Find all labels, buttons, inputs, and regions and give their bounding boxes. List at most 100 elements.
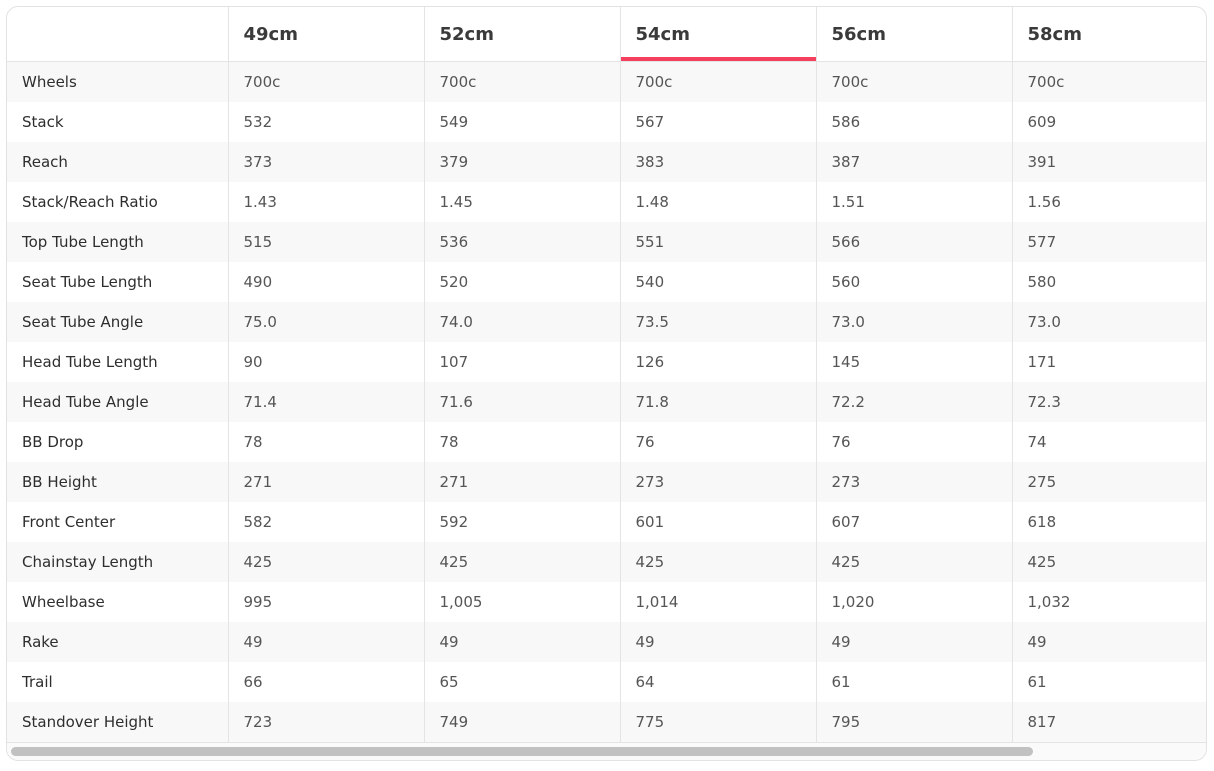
scrollbar-thumb[interactable] xyxy=(11,747,1033,756)
row-label: Wheelbase xyxy=(7,582,229,622)
value-cell: 540 xyxy=(620,262,817,302)
row-label: Top Tube Length xyxy=(7,222,229,262)
value-cell: 78 xyxy=(424,422,621,462)
value-cell: 383 xyxy=(620,142,817,182)
value-cell: 49 xyxy=(620,622,817,662)
value-cell: 145 xyxy=(816,342,1013,382)
value-cell: 275 xyxy=(1012,462,1206,502)
value-cell: 73.0 xyxy=(1012,302,1206,342)
value-cell: 582 xyxy=(228,502,425,542)
table-row: Chainstay Length 425 425 425 425 425 xyxy=(7,542,1206,582)
value-cell: 425 xyxy=(1012,542,1206,582)
value-cell: 90 xyxy=(228,342,425,382)
value-cell: 273 xyxy=(816,462,1013,502)
value-cell: 61 xyxy=(1012,662,1206,702)
table-row: Trail 66 65 64 61 61 xyxy=(7,662,1206,702)
value-cell: 74 xyxy=(1012,422,1206,462)
value-cell: 601 xyxy=(620,502,817,542)
value-cell: 72.2 xyxy=(816,382,1013,422)
value-cell: 425 xyxy=(816,542,1013,582)
size-header-54cm[interactable]: 54cm xyxy=(620,7,817,62)
value-cell: 73.5 xyxy=(620,302,817,342)
value-cell: 700c xyxy=(620,61,817,102)
value-cell: 387 xyxy=(816,142,1013,182)
size-header-56cm[interactable]: 56cm xyxy=(816,7,1013,62)
value-cell: 271 xyxy=(228,462,425,502)
value-cell: 71.6 xyxy=(424,382,621,422)
value-cell: 795 xyxy=(816,702,1013,742)
row-label: Stack xyxy=(7,102,229,142)
value-cell: 1.45 xyxy=(424,182,621,222)
value-cell: 551 xyxy=(620,222,817,262)
value-cell: 995 xyxy=(228,582,425,622)
value-cell: 425 xyxy=(424,542,621,582)
value-cell: 592 xyxy=(424,502,621,542)
value-cell: 520 xyxy=(424,262,621,302)
value-cell: 71.4 xyxy=(228,382,425,422)
table-row: Rake 49 49 49 49 49 xyxy=(7,622,1206,662)
value-cell: 490 xyxy=(228,262,425,302)
row-label: BB Drop xyxy=(7,422,229,462)
value-cell: 1,020 xyxy=(816,582,1013,622)
value-cell: 273 xyxy=(620,462,817,502)
value-cell: 817 xyxy=(1012,702,1206,742)
value-cell: 586 xyxy=(816,102,1013,142)
table-row: Wheels 700c 700c 700c 700c 700c xyxy=(7,61,1206,102)
value-cell: 700c xyxy=(816,61,1013,102)
value-cell: 391 xyxy=(1012,142,1206,182)
table-row: Top Tube Length 515 536 551 566 577 xyxy=(7,222,1206,262)
value-cell: 1.48 xyxy=(620,182,817,222)
value-cell: 700c xyxy=(1012,61,1206,102)
value-cell: 1,005 xyxy=(424,582,621,622)
value-cell: 49 xyxy=(1012,622,1206,662)
row-label: Trail xyxy=(7,662,229,702)
value-cell: 1,014 xyxy=(620,582,817,622)
value-cell: 126 xyxy=(620,342,817,382)
table-row: Head Tube Length 90 107 126 145 171 xyxy=(7,342,1206,382)
value-cell: 66 xyxy=(228,662,425,702)
value-cell: 549 xyxy=(424,102,621,142)
value-cell: 700c xyxy=(424,61,621,102)
size-header-52cm[interactable]: 52cm xyxy=(424,7,621,62)
row-label: Stack/Reach Ratio xyxy=(7,182,229,222)
value-cell: 76 xyxy=(816,422,1013,462)
value-cell: 76 xyxy=(620,422,817,462)
value-cell: 171 xyxy=(1012,342,1206,382)
row-label: Head Tube Angle xyxy=(7,382,229,422)
table-row: Front Center 582 592 601 607 618 xyxy=(7,502,1206,542)
table-row: Stack 532 549 567 586 609 xyxy=(7,102,1206,142)
table-row: Standover Height 723 749 775 795 817 xyxy=(7,702,1206,742)
value-cell: 74.0 xyxy=(424,302,621,342)
value-cell: 65 xyxy=(424,662,621,702)
value-cell: 515 xyxy=(228,222,425,262)
table-row: Stack/Reach Ratio 1.43 1.45 1.48 1.51 1.56 xyxy=(7,182,1206,222)
value-cell: 607 xyxy=(816,502,1013,542)
value-cell: 49 xyxy=(816,622,1013,662)
value-cell: 532 xyxy=(228,102,425,142)
value-cell: 567 xyxy=(620,102,817,142)
value-cell: 71.8 xyxy=(620,382,817,422)
table-row: BB Height 271 271 273 273 275 xyxy=(7,462,1206,502)
value-cell: 107 xyxy=(424,342,621,382)
value-cell: 1.43 xyxy=(228,182,425,222)
value-cell: 536 xyxy=(424,222,621,262)
value-cell: 373 xyxy=(228,142,425,182)
row-label: Chainstay Length xyxy=(7,542,229,582)
value-cell: 49 xyxy=(424,622,621,662)
value-cell: 72.3 xyxy=(1012,382,1206,422)
value-cell: 75.0 xyxy=(228,302,425,342)
row-label: Seat Tube Angle xyxy=(7,302,229,342)
table-row: Reach 373 379 383 387 391 xyxy=(7,142,1206,182)
row-label: BB Height xyxy=(7,462,229,502)
size-header-49cm[interactable]: 49cm xyxy=(228,7,425,62)
size-header-58cm[interactable]: 58cm xyxy=(1012,7,1206,62)
value-cell: 560 xyxy=(816,262,1013,302)
value-cell: 1.51 xyxy=(816,182,1013,222)
row-label: Wheels xyxy=(7,61,229,102)
horizontal-scrollbar[interactable] xyxy=(7,742,1206,760)
value-cell: 618 xyxy=(1012,502,1206,542)
value-cell: 609 xyxy=(1012,102,1206,142)
value-cell: 61 xyxy=(816,662,1013,702)
value-cell: 64 xyxy=(620,662,817,702)
value-cell: 379 xyxy=(424,142,621,182)
